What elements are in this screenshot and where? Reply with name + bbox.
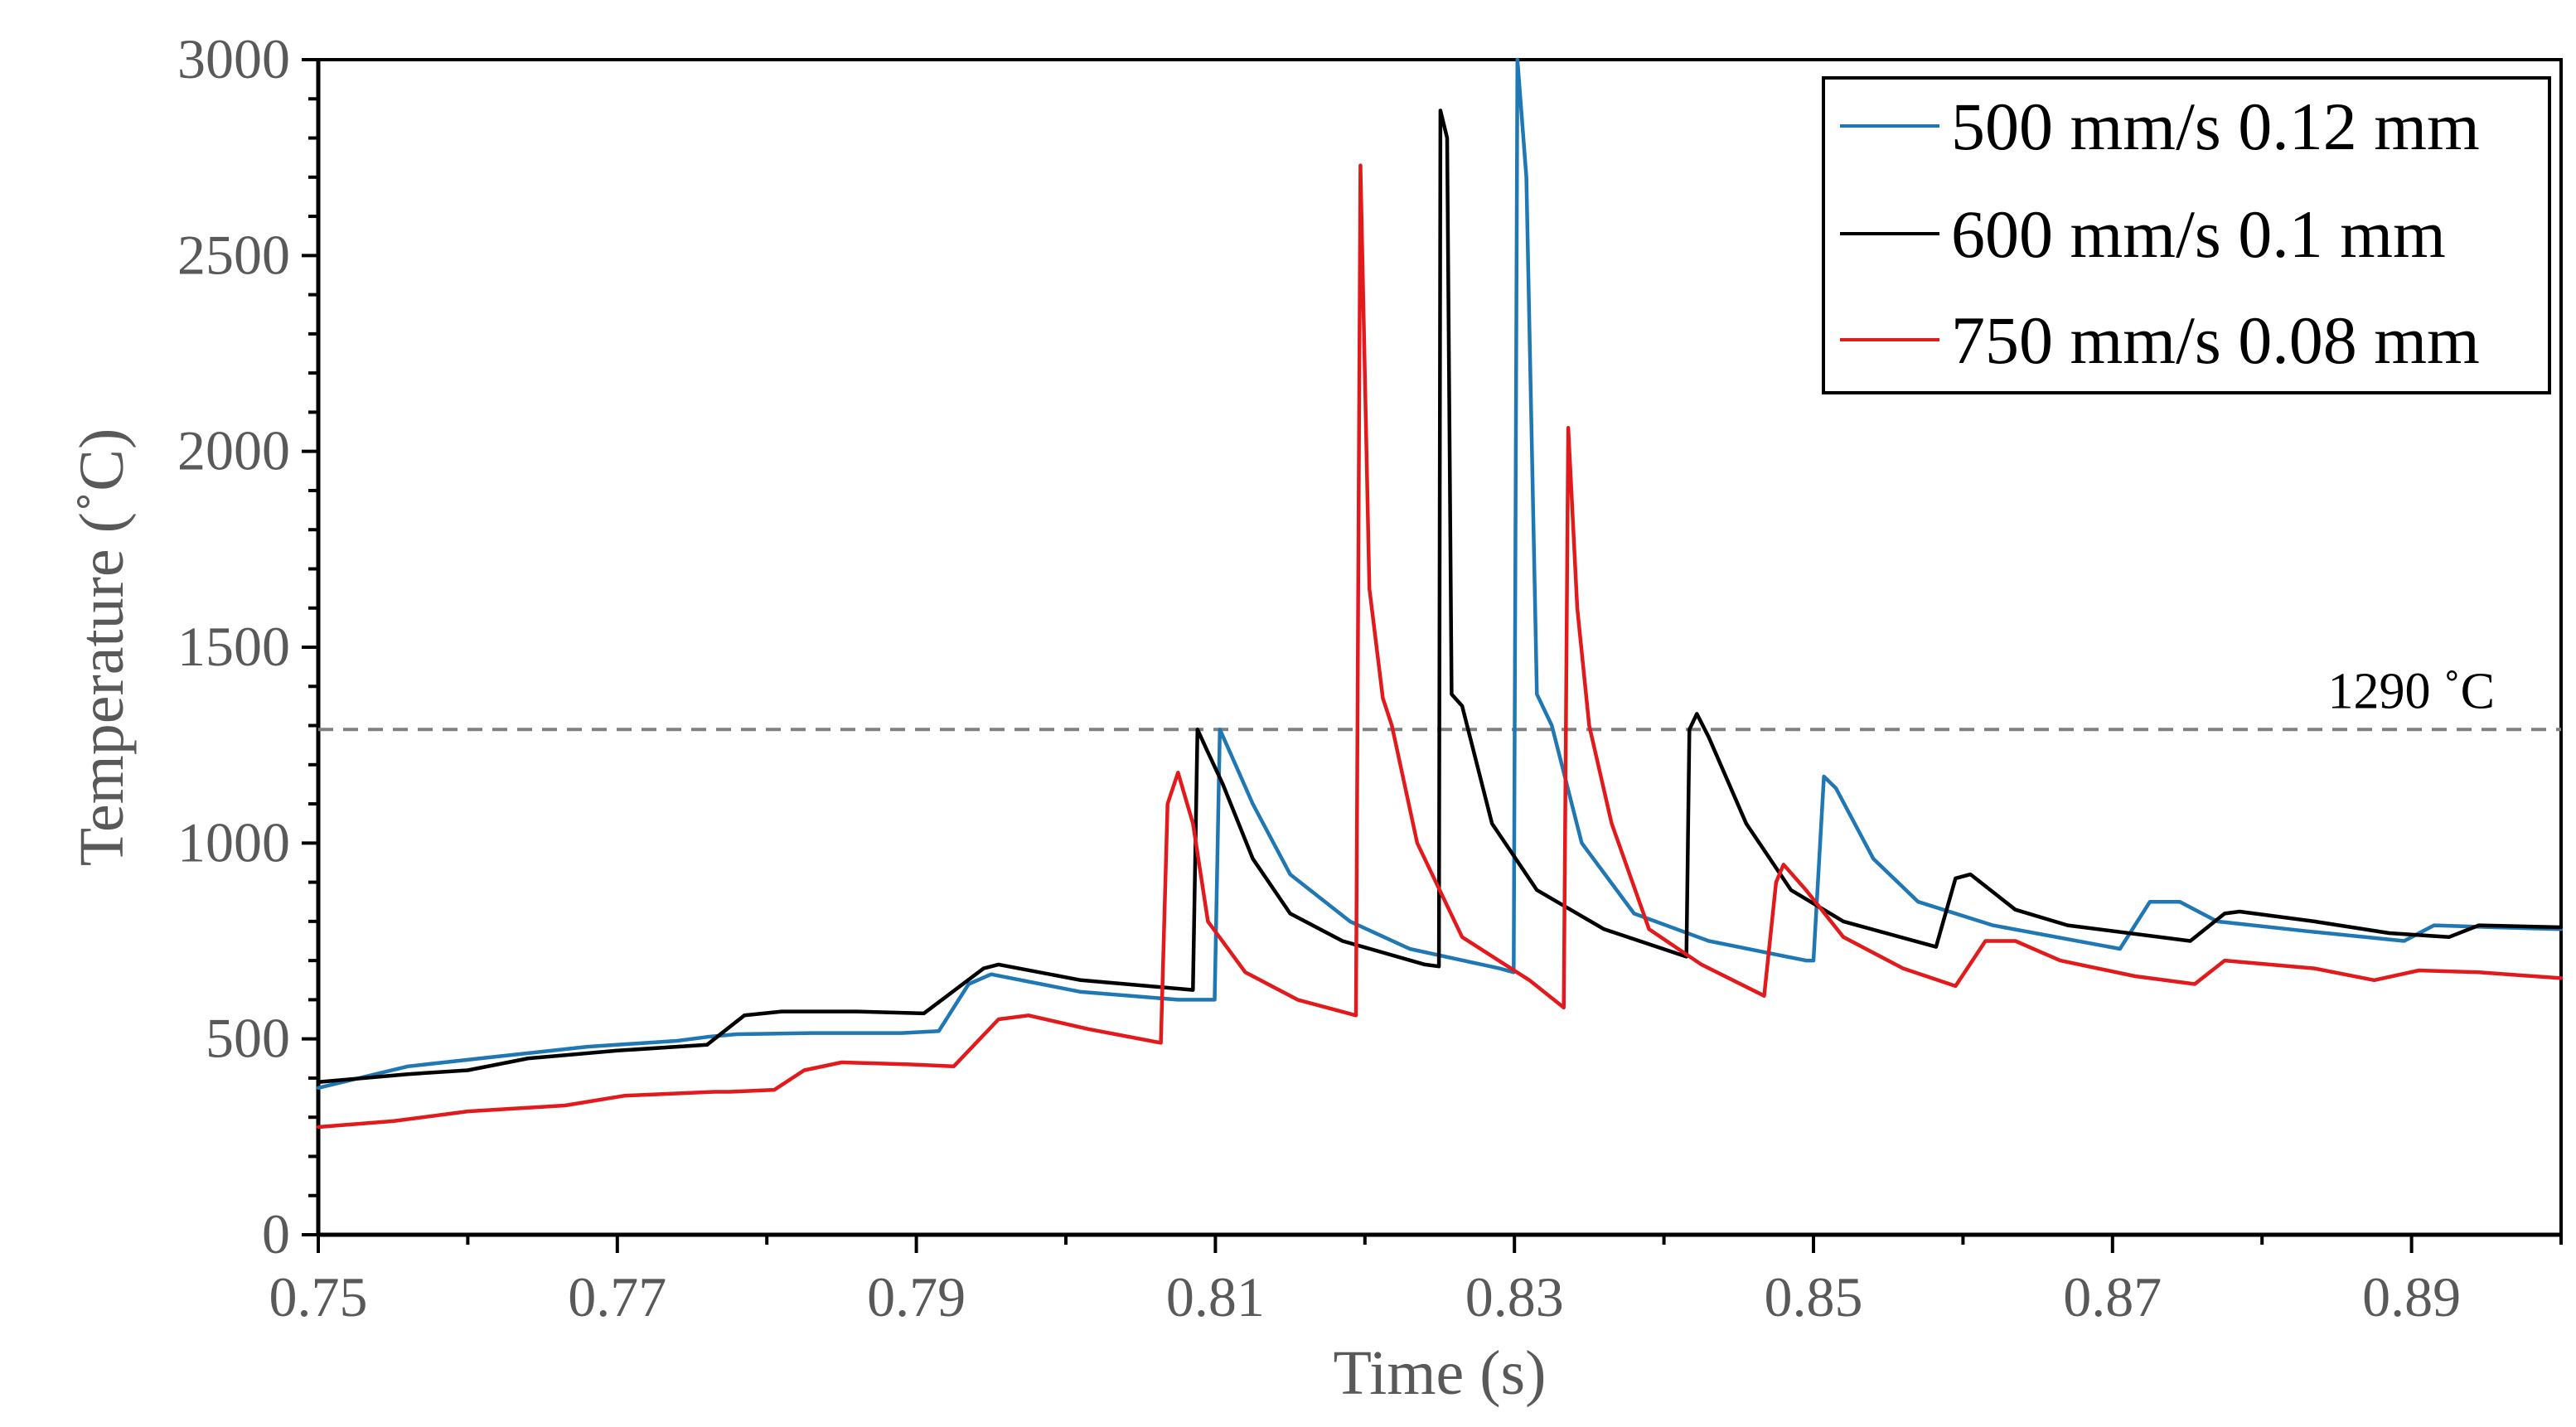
x-tick-label: 0.81 — [1166, 1265, 1265, 1328]
legend-label: 600 mm/s 0.1 mm — [1951, 196, 2446, 272]
x-tick-label: 0.89 — [2362, 1265, 2461, 1328]
x-tick-label: 0.75 — [269, 1265, 368, 1328]
y-axis-title: Temperature (˚C) — [67, 428, 137, 867]
x-ticks: 0.75 0.77 0.79 0.81 0.83 0.85 0.87 0.89 — [269, 1235, 2563, 1328]
y-tick-label: 3000 — [177, 27, 290, 90]
legend-label: 750 mm/s 0.08 mm — [1951, 302, 2480, 378]
series-line-2 — [316, 109, 2564, 1084]
y-ticks: 0 500 1000 1500 2000 2500 3000 — [177, 27, 318, 1265]
legend-entry: 500 mm/s 0.12 mm — [1840, 89, 2480, 164]
legend-label: 500 mm/s 0.12 mm — [1951, 89, 2480, 164]
y-tick-label: 1000 — [177, 810, 290, 873]
reference-line-label: 1290 ˚C — [2328, 663, 2496, 719]
legend-entry: 600 mm/s 0.1 mm — [1840, 196, 2446, 272]
x-tick-label: 0.87 — [2063, 1265, 2162, 1328]
y-tick-label: 2500 — [177, 223, 290, 286]
y-tick-label: 1500 — [177, 615, 290, 678]
legend-entry: 750 mm/s 0.08 mm — [1840, 302, 2480, 378]
x-tick-label: 0.79 — [867, 1265, 966, 1328]
y-tick-label: 2000 — [177, 419, 290, 482]
x-tick-label: 0.85 — [1765, 1265, 1863, 1328]
x-tick-label: 0.83 — [1465, 1265, 1564, 1328]
y-tick-label: 0 — [262, 1202, 290, 1265]
series-layer — [316, 57, 2564, 1130]
legend-box — [1822, 76, 2551, 394]
y-tick-label: 500 — [206, 1007, 290, 1070]
x-tick-label: 0.77 — [568, 1265, 666, 1328]
series-line-1 — [316, 57, 2564, 1091]
legend: 500 mm/s 0.12 mm 600 mm/s 0.1 mm 750 mm/… — [1822, 76, 2551, 394]
x-axis-title: Time (s) — [1334, 1338, 1547, 1408]
series-line-3 — [316, 163, 2564, 1130]
